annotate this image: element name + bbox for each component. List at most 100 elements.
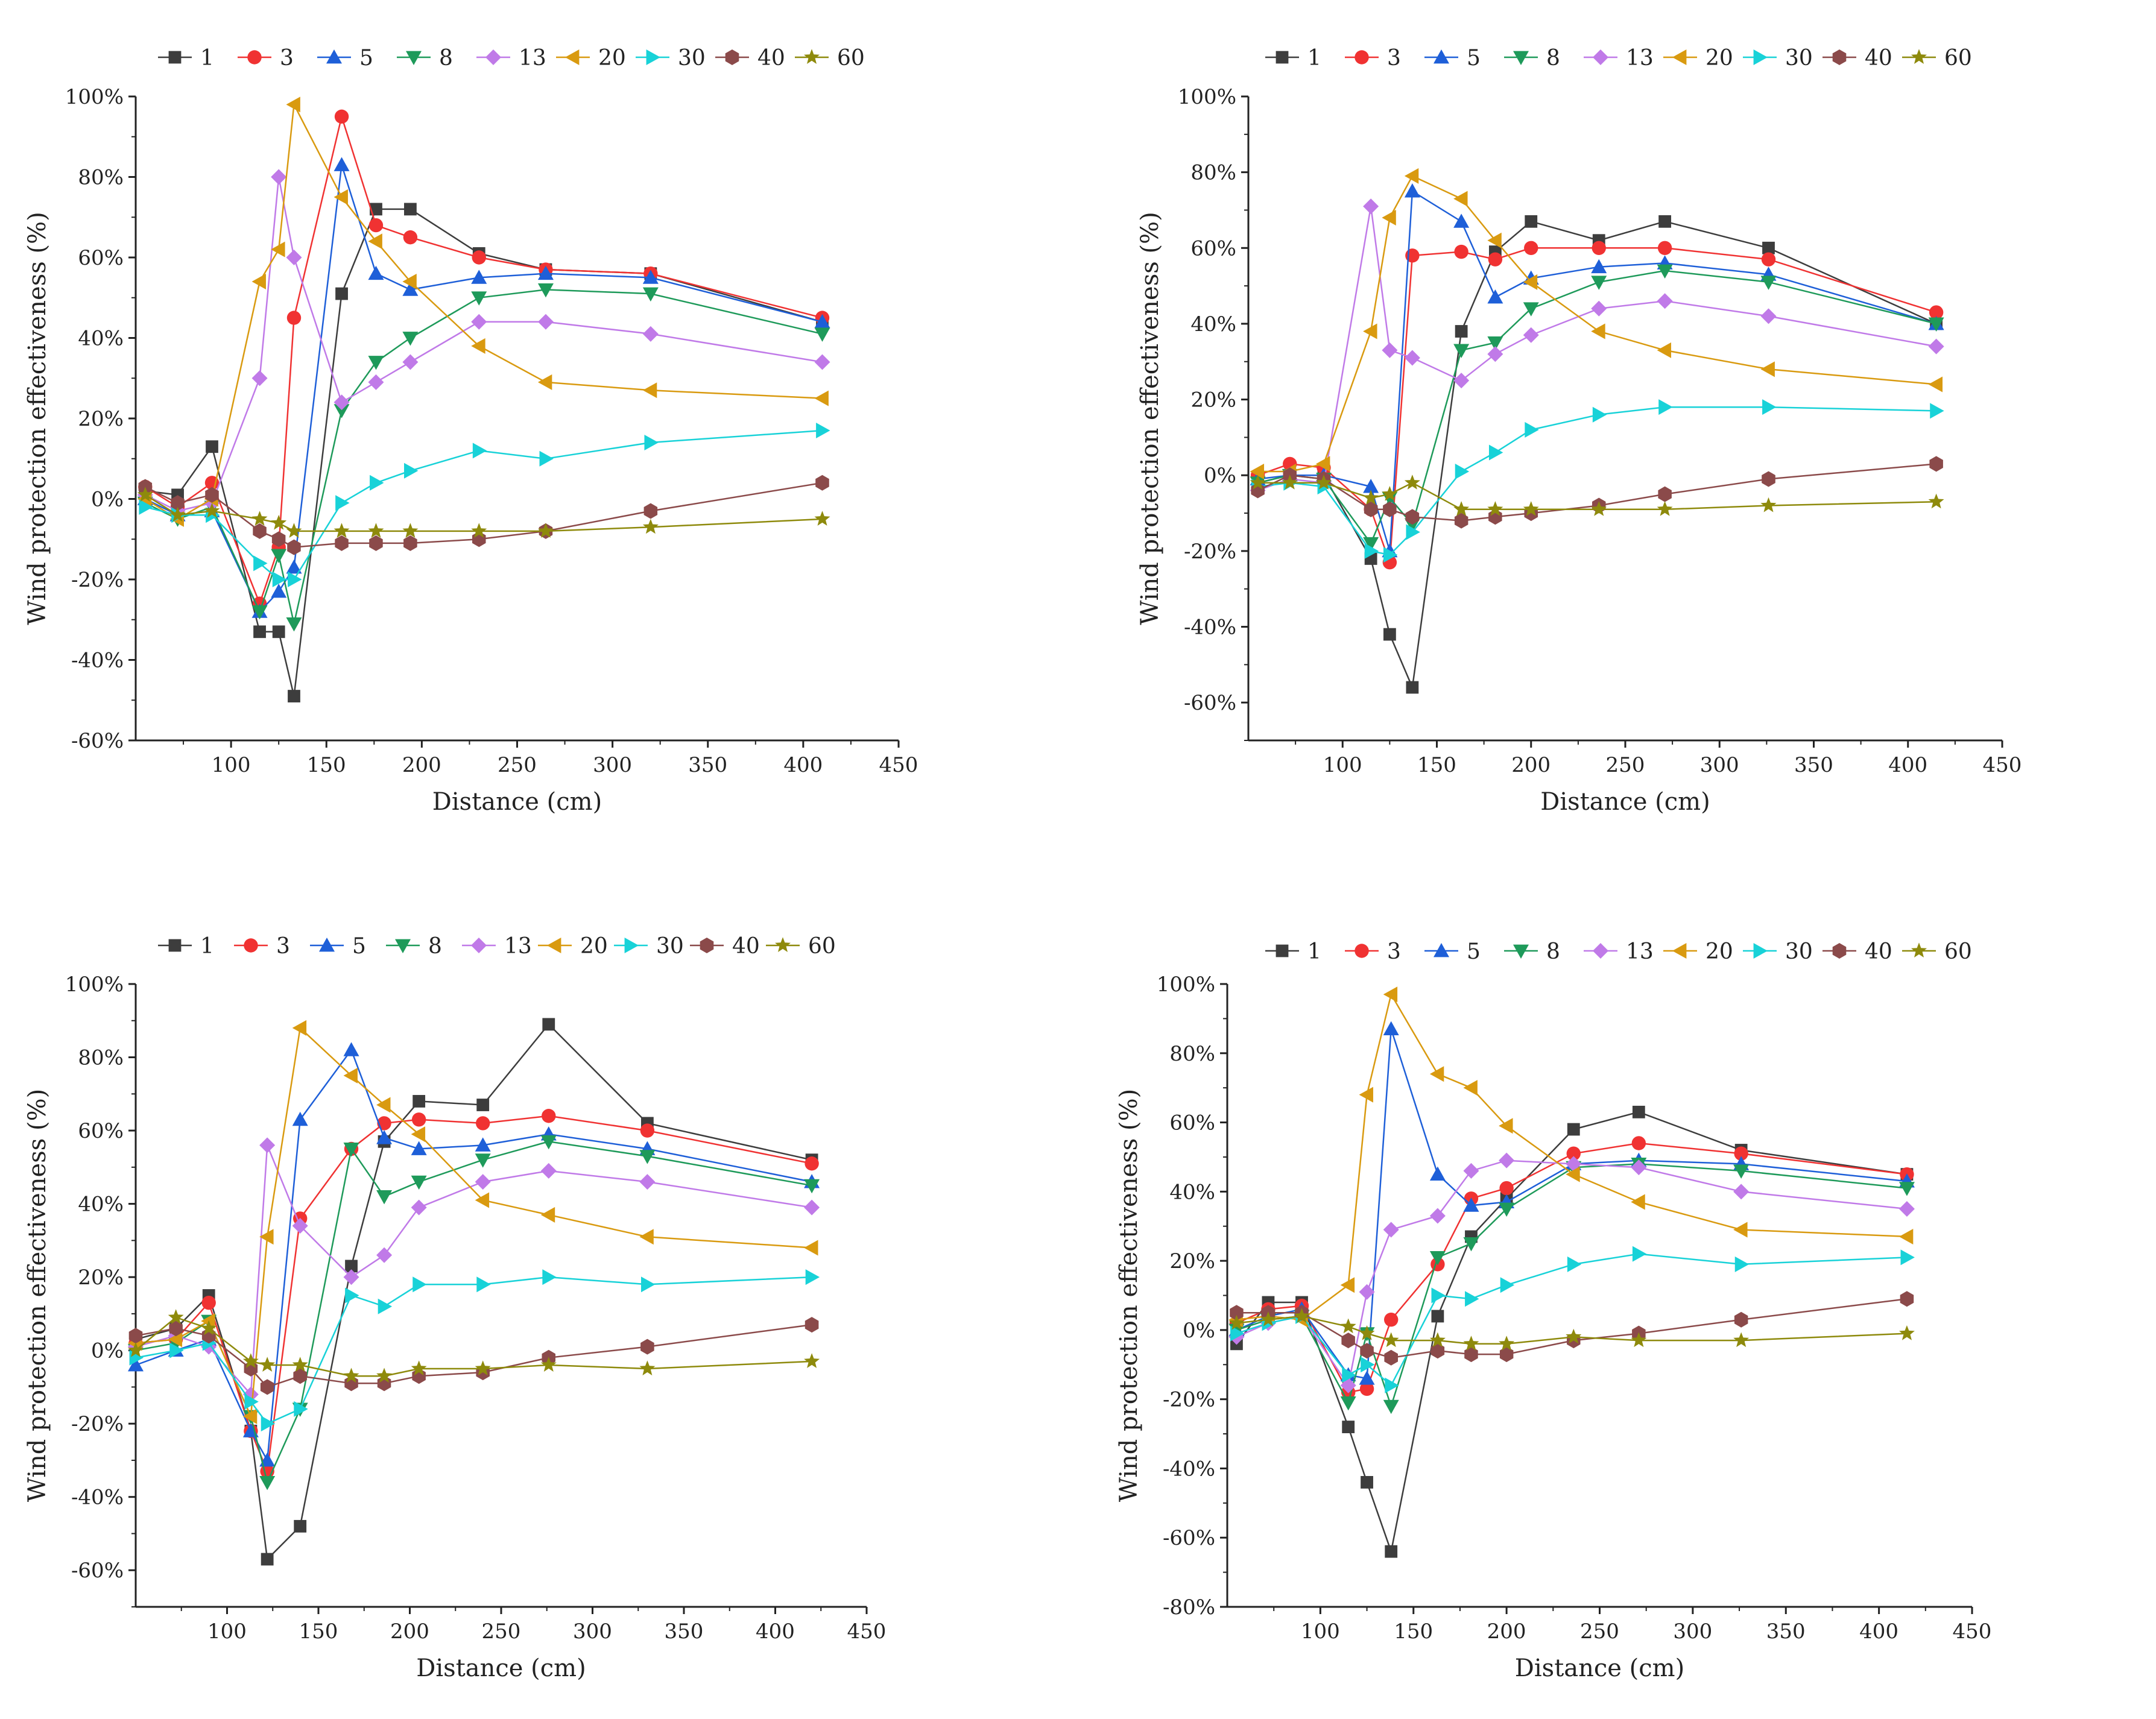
data-point xyxy=(1455,463,1470,479)
data-point xyxy=(271,169,287,185)
x-tick-label: 250 xyxy=(498,753,537,777)
y-tick-label: 80% xyxy=(78,166,124,190)
data-point xyxy=(1733,1184,1750,1200)
data-point xyxy=(814,314,830,329)
data-point xyxy=(1631,1159,1647,1176)
legend-item-20: 20 xyxy=(1663,939,1733,964)
data-point xyxy=(804,1179,820,1194)
data-point xyxy=(1566,1166,1580,1182)
legend-marker xyxy=(485,49,501,65)
data-point xyxy=(411,1360,427,1376)
data-point xyxy=(1383,1332,1399,1348)
data-point xyxy=(1383,628,1396,641)
legend-label: 8 xyxy=(1546,46,1560,71)
data-point xyxy=(1898,1201,1915,1217)
data-point xyxy=(1406,524,1420,540)
y-tick-label: -80% xyxy=(1163,1595,1215,1620)
legend-label: 1 xyxy=(200,46,214,71)
data-point xyxy=(642,270,659,284)
data-point xyxy=(1734,1256,1750,1272)
series-line-30 xyxy=(145,429,823,581)
data-point xyxy=(816,423,830,439)
data-point xyxy=(1404,350,1420,366)
data-point xyxy=(334,109,349,124)
data-point xyxy=(286,311,302,325)
y-tick-label: -60% xyxy=(71,1559,124,1583)
legend-item-3: 3 xyxy=(234,934,290,959)
legend-marker xyxy=(1513,944,1529,959)
data-point xyxy=(271,514,287,530)
data-point xyxy=(1382,210,1396,226)
data-point xyxy=(271,241,285,257)
y-tick-label: -60% xyxy=(1163,1526,1215,1550)
data-point xyxy=(1454,513,1468,529)
data-point xyxy=(1760,497,1777,513)
data-point xyxy=(643,503,658,519)
legend-marker xyxy=(1593,943,1608,959)
data-point xyxy=(1340,1277,1355,1293)
legend-marker xyxy=(1513,51,1529,65)
legend-marker xyxy=(1832,49,1847,65)
legend-item-60: 60 xyxy=(1902,939,1972,964)
legend-label: 5 xyxy=(359,46,373,71)
series-line-3 xyxy=(135,1115,812,1475)
y-tick-label: -60% xyxy=(71,729,124,753)
data-point xyxy=(411,1175,427,1190)
data-point xyxy=(343,1367,359,1383)
legend-marker xyxy=(1276,51,1289,64)
legend-item-1: 1 xyxy=(158,934,214,959)
legend-item-60: 60 xyxy=(1902,46,1972,71)
y-tick-label: 0% xyxy=(1204,464,1236,488)
data-point xyxy=(1364,543,1379,559)
legend-marker xyxy=(1753,49,1768,65)
data-point xyxy=(294,1401,308,1417)
data-point xyxy=(402,332,419,346)
legend-label: 8 xyxy=(1546,939,1560,964)
data-point xyxy=(294,1519,307,1533)
x-tick-label: 450 xyxy=(879,753,918,777)
data-point xyxy=(1429,1332,1446,1348)
data-point xyxy=(288,690,300,702)
data-point xyxy=(402,523,419,538)
x-tick-label: 150 xyxy=(1394,1620,1433,1644)
legend-label: 1 xyxy=(1307,939,1321,964)
data-point xyxy=(1898,1228,1914,1244)
data-point xyxy=(1928,338,1944,355)
legend-label: 13 xyxy=(504,934,532,959)
data-point xyxy=(1592,241,1606,255)
x-tick-label: 300 xyxy=(1673,1620,1712,1644)
series-1 xyxy=(1251,215,1943,694)
x-tick-label: 100 xyxy=(212,753,251,777)
data-point xyxy=(1658,486,1672,502)
data-point xyxy=(1930,403,1944,419)
series-line-60 xyxy=(135,1316,812,1377)
legend-item-5: 5 xyxy=(1424,46,1481,71)
data-point xyxy=(411,1112,426,1127)
series-30 xyxy=(129,1269,820,1432)
x-axis-title: Distance (cm) xyxy=(1540,788,1710,816)
data-point xyxy=(251,274,266,290)
data-point xyxy=(1340,1318,1356,1334)
data-point xyxy=(334,523,350,538)
data-point xyxy=(1761,252,1776,267)
x-axis-title: Distance (cm) xyxy=(432,788,602,816)
data-point xyxy=(1591,259,1607,274)
data-point xyxy=(642,326,659,342)
y-tick-label: -40% xyxy=(71,649,124,673)
data-point xyxy=(292,1111,308,1126)
data-point xyxy=(1499,1152,1515,1169)
data-point xyxy=(171,495,185,511)
legend-label: 5 xyxy=(1467,939,1481,964)
legend-label: 13 xyxy=(1626,46,1654,71)
data-point xyxy=(334,157,350,171)
series-line-8 xyxy=(135,1141,812,1485)
y-tick-label: 20% xyxy=(1169,1249,1215,1273)
x-tick-label: 350 xyxy=(665,1620,704,1644)
data-point xyxy=(1591,323,1605,339)
legend-label: 30 xyxy=(656,934,684,959)
data-point xyxy=(251,511,268,526)
legend: 1 3 5 8 13 20 30 40 60 xyxy=(158,934,836,959)
data-point xyxy=(201,1295,216,1310)
legend-label: 40 xyxy=(732,934,760,959)
legend-item-40: 40 xyxy=(715,46,785,71)
